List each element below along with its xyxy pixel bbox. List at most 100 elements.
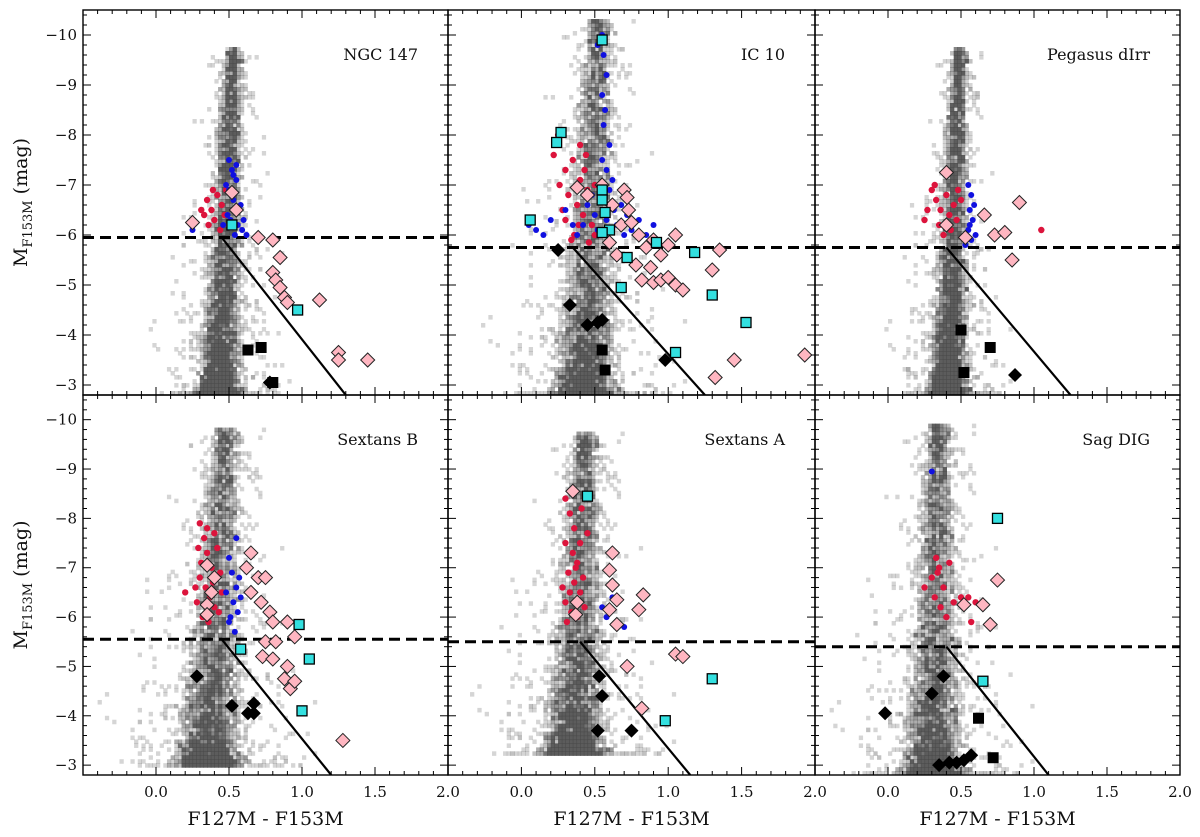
density-bin <box>961 339 966 344</box>
density-bin <box>569 379 574 384</box>
density-bin <box>192 577 197 583</box>
density-bin <box>605 259 611 264</box>
density-bin <box>229 546 234 551</box>
density-bin <box>602 67 607 72</box>
density-bin <box>207 303 212 308</box>
density-bin <box>950 143 955 148</box>
density-bin <box>221 331 226 336</box>
density-bin <box>250 179 256 184</box>
density-bin <box>229 557 234 563</box>
red-star-point <box>591 231 598 239</box>
density-bin <box>594 279 600 284</box>
density-bin <box>569 255 574 260</box>
density-bin <box>543 379 548 384</box>
red-star-point <box>585 239 593 246</box>
density-bin <box>605 87 611 92</box>
density-bin <box>199 636 205 642</box>
density-bin <box>236 431 241 437</box>
density-bin <box>210 597 215 602</box>
density-bin <box>558 375 563 380</box>
density-bin <box>203 319 208 324</box>
density-bin <box>210 751 215 756</box>
density-bin <box>931 223 937 228</box>
density-bin <box>236 91 241 96</box>
density-bin <box>221 275 226 280</box>
density-bin <box>250 331 256 336</box>
density-bin <box>950 87 955 92</box>
density-bin <box>188 343 194 348</box>
density-bin <box>616 351 622 356</box>
density-bin <box>961 355 966 360</box>
density-bin <box>569 183 574 188</box>
density-bin <box>225 323 230 328</box>
density-bin <box>207 498 212 504</box>
density-bin <box>576 299 581 304</box>
density-bin <box>214 359 219 364</box>
density-bin <box>221 87 226 92</box>
density-bin <box>170 703 175 709</box>
density-bin <box>232 291 237 296</box>
density-bin <box>265 387 270 392</box>
density-bin <box>221 387 226 392</box>
density-bin <box>258 183 263 188</box>
density-bin <box>605 155 611 160</box>
density-bin <box>939 343 944 348</box>
density-bin <box>218 215 223 220</box>
density-bin <box>627 295 633 300</box>
density-bin <box>239 549 245 555</box>
density-bin <box>624 347 629 352</box>
density-bin <box>591 315 596 320</box>
density-bin <box>225 486 230 492</box>
density-bin <box>188 577 194 583</box>
density-bin <box>950 151 955 156</box>
density-bin <box>232 335 237 340</box>
density-bin <box>554 291 559 296</box>
density-bin <box>229 79 234 84</box>
blue-star-point <box>228 167 235 173</box>
density-bin <box>517 331 522 336</box>
density-bin <box>181 391 186 395</box>
density-bin <box>961 179 966 184</box>
pink-diamond-point <box>330 352 347 368</box>
density-bin <box>214 287 219 292</box>
density-bin <box>232 609 237 614</box>
density-bin <box>957 343 962 348</box>
density-bin <box>214 486 219 492</box>
density-bin <box>946 303 951 308</box>
density-bin <box>225 435 230 441</box>
density-bin <box>942 387 947 392</box>
density-bin <box>594 359 600 364</box>
density-bin <box>214 215 219 220</box>
density-bin <box>957 215 962 220</box>
density-bin <box>928 335 933 340</box>
density-bin <box>280 703 285 709</box>
density-bin <box>229 271 234 276</box>
density-bin <box>188 699 194 705</box>
density-bin <box>236 680 241 685</box>
density-bin <box>953 139 958 144</box>
density-bin <box>576 139 581 144</box>
density-bin <box>214 263 219 268</box>
density-bin <box>229 482 234 488</box>
density-bin <box>920 339 926 344</box>
density-bin <box>207 474 212 480</box>
density-bin <box>203 751 208 756</box>
density-bin <box>210 731 215 737</box>
density-bin <box>946 383 951 388</box>
density-bin <box>221 723 226 729</box>
red-star-point <box>200 211 208 219</box>
density-bin <box>221 287 226 292</box>
density-bin <box>576 59 581 64</box>
density-bin <box>569 387 574 392</box>
density-bin <box>203 522 208 527</box>
density-bin <box>181 231 186 236</box>
density-bin <box>221 443 226 448</box>
density-bin <box>247 303 252 308</box>
density-bin <box>239 759 245 764</box>
density-bin <box>942 359 947 364</box>
density-bin <box>148 636 153 642</box>
density-bin <box>218 391 223 395</box>
density-bin <box>137 759 142 764</box>
density-bin <box>957 231 962 236</box>
density-bin <box>653 391 658 395</box>
